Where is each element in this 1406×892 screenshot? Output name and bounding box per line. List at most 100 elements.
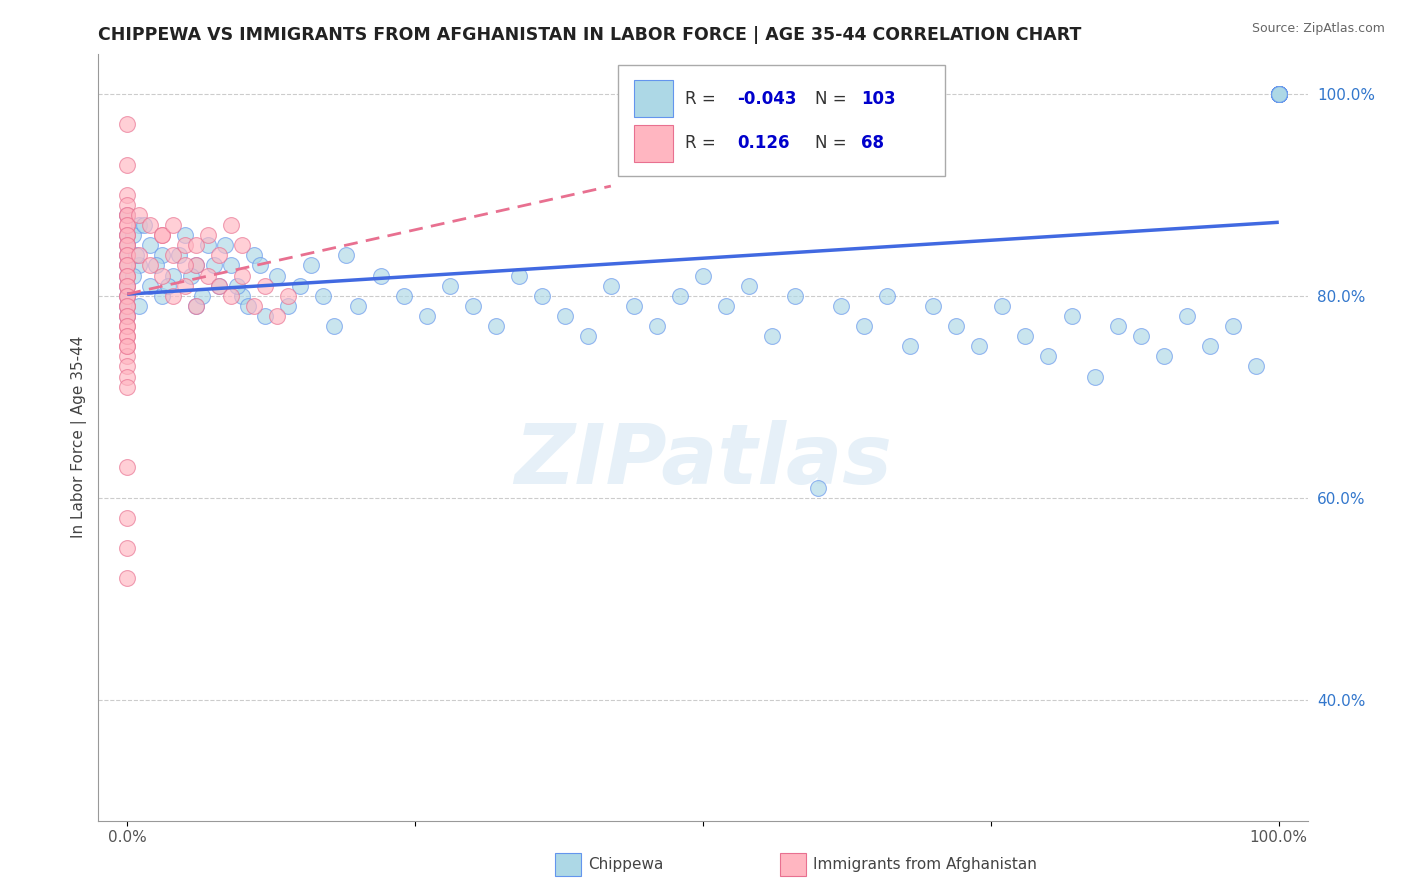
Point (231, 268, 253, 283)
Point (150, 228, 173, 243)
Point (115, 309, 138, 323)
Point (1060, 309, 1083, 323)
Point (576, 329, 599, 343)
Point (1268, 87, 1291, 101)
Point (115, 268, 138, 283)
Point (115, 157, 138, 171)
Point (162, 289, 184, 303)
Point (115, 299, 138, 313)
Point (115, 289, 138, 303)
Y-axis label: In Labor Force | Age 35-44: In Labor Force | Age 35-44 (72, 336, 87, 538)
Text: R =: R = (685, 135, 716, 153)
Point (115, 268, 138, 283)
Point (115, 289, 138, 303)
Point (162, 218, 184, 232)
Point (115, 299, 138, 313)
Point (115, 541, 138, 555)
Point (439, 278, 461, 293)
Point (1268, 87, 1291, 101)
Point (115, 218, 138, 232)
Point (208, 278, 231, 293)
Point (508, 268, 530, 283)
Point (197, 268, 219, 283)
Point (115, 571, 138, 585)
Point (853, 319, 876, 334)
Point (599, 278, 621, 293)
Point (197, 238, 219, 252)
Point (115, 208, 138, 222)
Text: N =: N = (815, 135, 852, 153)
Point (115, 268, 138, 283)
Point (115, 319, 138, 334)
Point (415, 309, 437, 323)
Text: ZIPatlas: ZIPatlas (515, 419, 891, 500)
Point (1268, 87, 1291, 101)
Point (115, 359, 138, 374)
Point (115, 117, 138, 131)
Point (115, 198, 138, 212)
Point (346, 299, 368, 313)
Point (115, 238, 138, 252)
Text: 103: 103 (862, 90, 896, 108)
Point (236, 299, 259, 313)
Point (1268, 87, 1291, 101)
Text: 68: 68 (862, 135, 884, 153)
Point (898, 339, 921, 353)
Point (128, 259, 150, 273)
Point (1268, 87, 1291, 101)
Point (254, 278, 277, 293)
Point (1175, 309, 1198, 323)
Point (150, 289, 173, 303)
Point (115, 309, 138, 323)
Point (692, 268, 714, 283)
Point (115, 238, 138, 252)
Text: Immigrants from Afghanistan: Immigrants from Afghanistan (813, 857, 1036, 871)
Point (162, 248, 184, 262)
Point (115, 349, 138, 363)
Point (1129, 329, 1152, 343)
Point (335, 248, 357, 262)
Point (115, 248, 138, 262)
Point (186, 259, 208, 273)
Point (370, 268, 392, 283)
Point (208, 248, 231, 262)
Point (139, 278, 162, 293)
Point (115, 339, 138, 353)
Point (1153, 349, 1175, 363)
Point (115, 259, 138, 273)
Point (1268, 87, 1291, 101)
Point (115, 228, 138, 243)
Text: N =: N = (815, 90, 852, 108)
Point (254, 309, 277, 323)
Point (219, 218, 242, 232)
Point (785, 289, 807, 303)
Point (219, 289, 242, 303)
Point (202, 259, 225, 273)
Point (139, 259, 162, 273)
Point (115, 299, 138, 313)
Point (277, 289, 299, 303)
Point (214, 238, 236, 252)
Point (115, 228, 138, 243)
Point (714, 299, 737, 313)
Point (645, 319, 668, 334)
Point (266, 268, 288, 283)
Point (761, 329, 783, 343)
Point (1268, 87, 1291, 101)
Point (1268, 87, 1291, 101)
Point (288, 278, 311, 293)
Point (969, 339, 991, 353)
Point (266, 309, 288, 323)
Point (115, 369, 138, 384)
Point (191, 289, 214, 303)
Point (1268, 87, 1291, 101)
Point (461, 299, 484, 313)
Point (1244, 359, 1267, 374)
Point (243, 248, 266, 262)
Point (115, 278, 138, 293)
Point (115, 511, 138, 525)
Point (186, 299, 208, 313)
Point (115, 309, 138, 323)
Point (115, 379, 138, 393)
Point (145, 259, 167, 273)
